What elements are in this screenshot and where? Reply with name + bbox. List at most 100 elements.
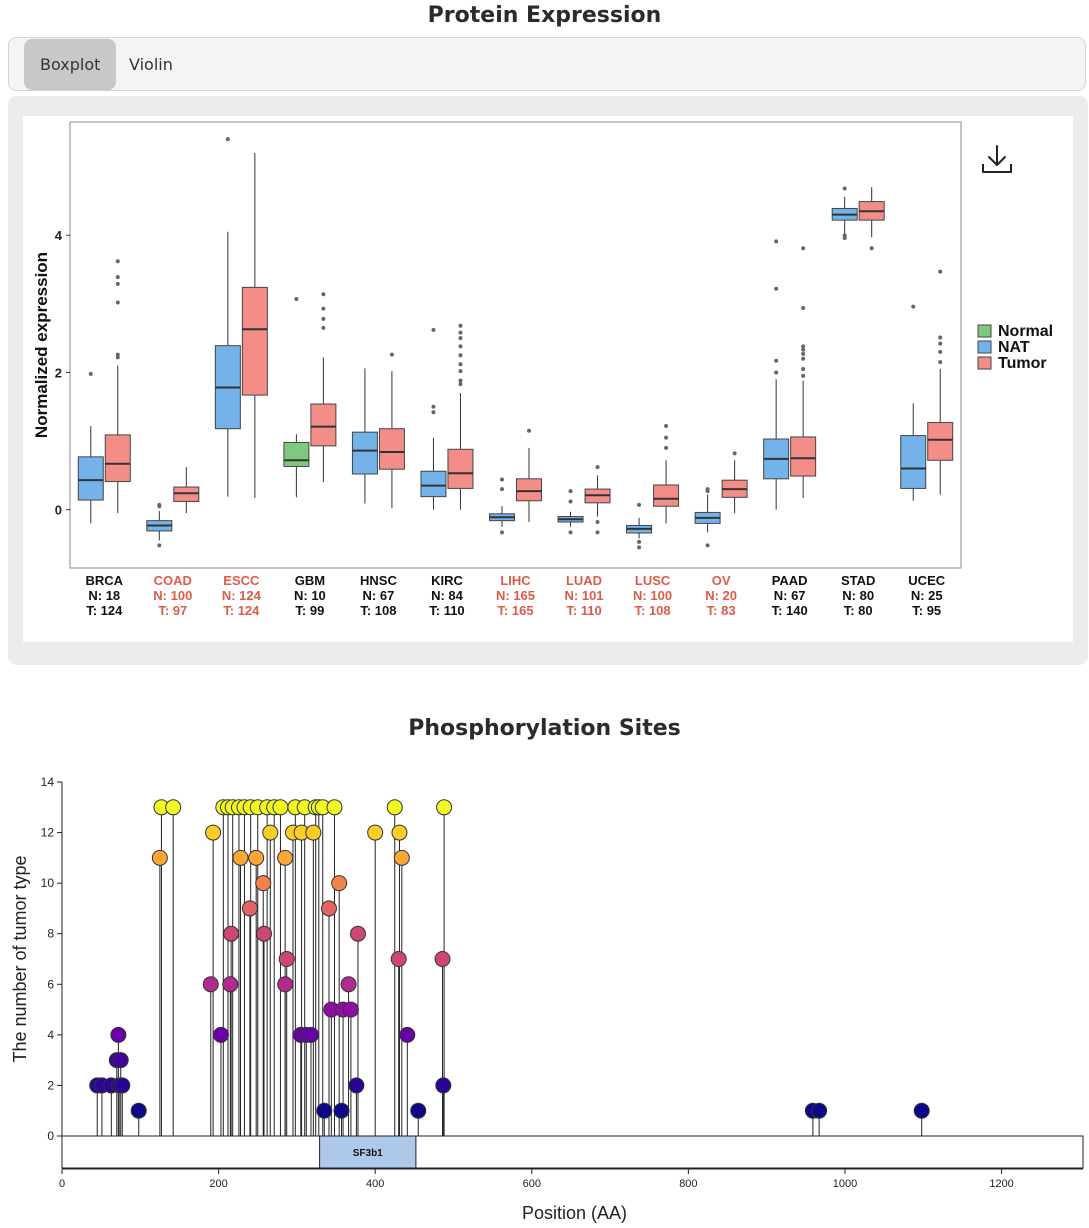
box-lusc-tumor	[653, 484, 680, 507]
x-label-stad: STAD	[841, 573, 875, 588]
site-point	[272, 799, 289, 816]
site-point	[391, 824, 408, 841]
box-paad-nat-outlier	[774, 358, 779, 363]
box-brca-tumor-outlier	[115, 259, 120, 264]
box-brca-tumor-outlier	[115, 281, 120, 286]
x-count-normal-luad: N: 101	[565, 588, 604, 603]
box-paad-tumor-outlier	[801, 305, 806, 310]
x-tick-label: 600	[523, 1178, 541, 1190]
x-count-normal-lusc: N: 100	[633, 588, 672, 603]
download-icon[interactable]	[982, 145, 1012, 173]
box-lusc-nat-outlier	[637, 539, 642, 544]
box-gbm-tumor-outlier	[321, 325, 326, 330]
box-lihc-tumor	[516, 478, 542, 502]
x-count-tumor-ov: T: 83	[707, 603, 736, 618]
box-escc-tumor	[241, 286, 268, 396]
legend-swatch-normal	[977, 324, 992, 338]
box-coad-nat-outlier	[157, 543, 162, 548]
x-count-tumor-brca: T: 124	[86, 603, 123, 618]
domain-sf3b1	[319, 1135, 417, 1169]
box-paad-tumor-outlier	[801, 347, 806, 352]
x-count-tumor-hnsc: T: 108	[360, 603, 396, 618]
box-ucec-tumor-outlier	[938, 360, 943, 365]
y-tick-label: 12	[41, 826, 55, 840]
x-tick-label: 200	[209, 1178, 227, 1190]
x-label-luad: LUAD	[566, 573, 602, 588]
box-ucec-nat	[900, 435, 927, 489]
legend-swatch-nat	[977, 340, 992, 354]
box-kirc-tumor-outlier	[458, 362, 463, 367]
expression-title: Protein Expression	[427, 3, 662, 28]
x-count-normal-kirc: N: 84	[431, 588, 464, 603]
x-count-normal-coad: N: 100	[153, 588, 192, 603]
box-paad-nat-outlier	[774, 239, 779, 244]
site-point	[278, 951, 295, 967]
tab-boxplot[interactable]: Boxplot	[24, 39, 117, 90]
box-luad-tumor-outlier	[595, 520, 600, 525]
box-ucec-tumor-outlier	[938, 335, 943, 340]
x-label-gbm: GBM	[295, 573, 325, 588]
box-lihc-nat-outlier	[500, 530, 504, 535]
download-arrow	[988, 145, 1006, 166]
download-tray	[982, 164, 1012, 173]
x-label-ov: OV	[712, 573, 731, 588]
box-kirc-tumor-outlier	[458, 323, 463, 328]
box-lihc-nat-outlier	[500, 477, 504, 482]
site-point	[340, 976, 357, 993]
x-count-normal-lihc: N: 165	[496, 588, 535, 603]
site-point	[435, 1077, 452, 1094]
y-tick-label: 6	[47, 977, 54, 991]
y-tick-label: 2	[47, 1078, 54, 1092]
box-hnsc-tumor-outlier	[389, 352, 394, 357]
x-count-tumor-kirc: T: 110	[429, 603, 464, 618]
x-count-tumor-lusc: T: 108	[635, 603, 671, 618]
box-lusc-tumor-outlier	[664, 435, 669, 440]
site-point	[302, 1026, 319, 1043]
x-label-lihc: LIHC	[500, 573, 531, 588]
box-kirc-tumor-outlier	[458, 336, 463, 341]
box-coad-nat-outlier	[157, 502, 162, 507]
plot-frame	[69, 121, 962, 569]
box-luad-tumor-outlier	[595, 465, 600, 470]
x-label-paad: PAAD	[772, 573, 808, 588]
box-brca-tumor-outlier	[115, 355, 120, 360]
box-ucec-nat-outlier	[911, 304, 916, 309]
box-paad-nat-outlier	[774, 370, 779, 375]
box-paad-tumor	[790, 436, 817, 477]
x-axis-label: Position (AA)	[522, 1203, 627, 1223]
box-ucec-tumor-outlier	[938, 349, 943, 354]
x-label-hnsc: HNSC	[360, 573, 397, 588]
site-point	[305, 824, 322, 841]
box-kirc-tumor-outlier	[458, 369, 463, 374]
site-point	[436, 799, 453, 816]
x-tick-label: 1200	[989, 1178, 1013, 1190]
protein-bar	[61, 1135, 1084, 1169]
x-tick-label: 800	[679, 1178, 697, 1190]
site-point	[262, 824, 279, 841]
legend-swatch-tumor	[977, 356, 992, 370]
box-lusc-nat-outlier	[637, 502, 642, 507]
site-point	[130, 1102, 147, 1119]
y-tick-label: 14	[41, 775, 55, 789]
phospho-title: Phosphorylation Sites	[408, 716, 681, 741]
site-point	[333, 1102, 350, 1119]
x-count-normal-paad: N: 67	[774, 588, 806, 603]
site-point	[205, 824, 222, 841]
site-point	[316, 1102, 333, 1119]
box-lihc-tumor-outlier	[527, 428, 531, 433]
tab-violin[interactable]: Violin	[129, 55, 173, 74]
box-hnsc-nat	[351, 431, 378, 475]
x-tick-label: 0	[59, 1178, 65, 1190]
site-point	[390, 951, 407, 967]
box-luad-nat-outlier	[568, 489, 573, 494]
site-point	[256, 925, 273, 942]
x-count-normal-escc: N: 124	[222, 588, 262, 603]
box-gbm-normal-outlier	[294, 297, 299, 302]
box-kirc-tumor-outlier	[458, 382, 463, 387]
site-point	[342, 1001, 359, 1018]
x-count-tumor-coad: T: 97	[158, 603, 187, 618]
box-stad-nat-outlier	[842, 235, 847, 240]
site-point	[232, 849, 249, 866]
site-point	[112, 1052, 129, 1069]
